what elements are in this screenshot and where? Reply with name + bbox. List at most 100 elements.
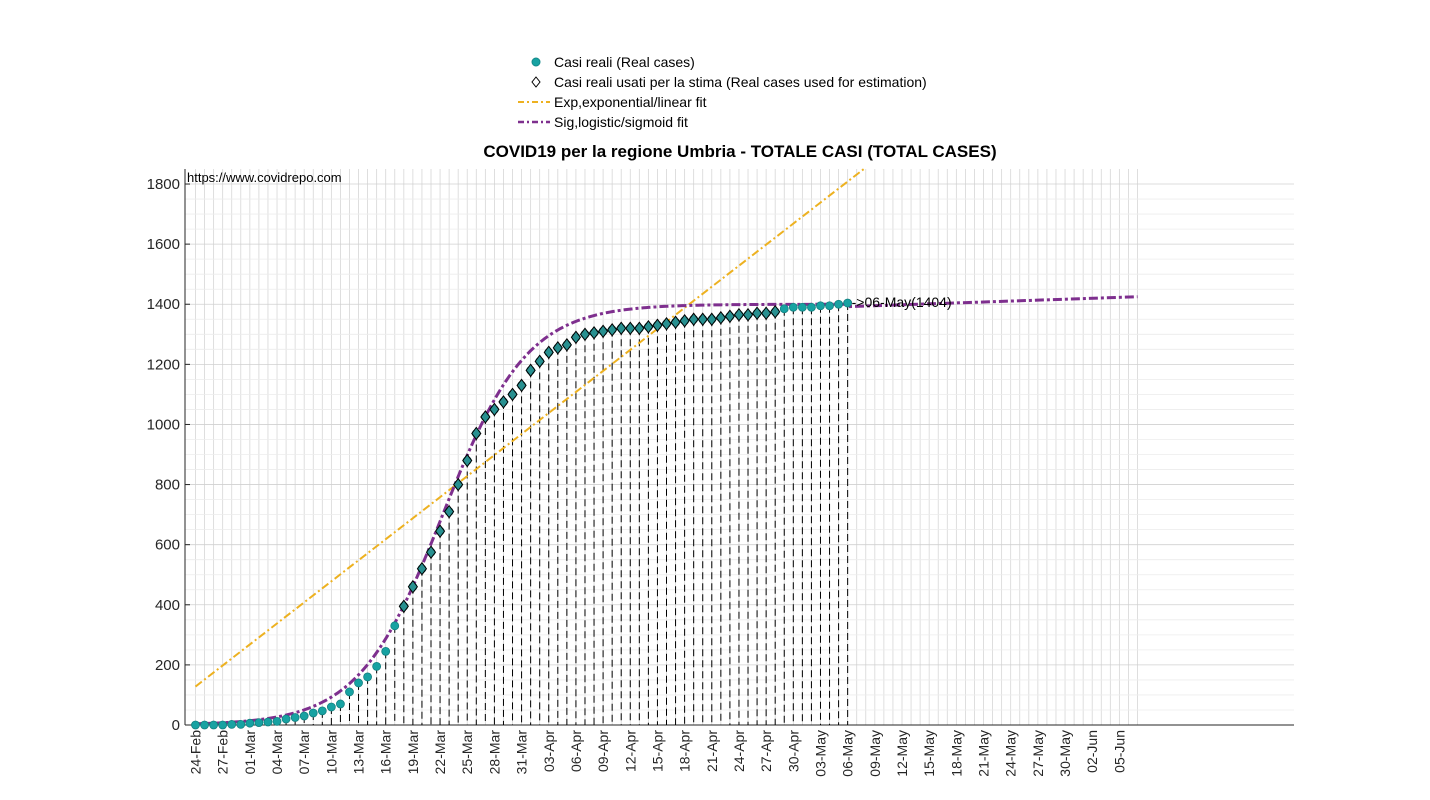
real-case-marker	[834, 299, 843, 309]
y-tick-label: 1400	[147, 296, 180, 313]
x-tick-label: 24-Feb	[188, 730, 204, 775]
real-case-marker	[345, 687, 354, 697]
legend-item: Casi reali usati per la stima (Real case…	[512, 72, 972, 92]
real-case-marker	[209, 720, 219, 730]
real-case-marker	[843, 298, 853, 308]
x-tick-label: 28-Mar	[486, 730, 502, 775]
estimation-diamond	[434, 524, 446, 538]
real-case-marker	[788, 302, 798, 312]
real-case-marker	[779, 304, 789, 314]
legend-line-sig	[512, 112, 552, 132]
data-markers	[191, 298, 853, 730]
x-tick-label: 03-Apr	[541, 730, 557, 772]
x-tick-label: 09-Apr	[595, 730, 611, 772]
estimation-diamond	[661, 316, 672, 331]
real-case-marker	[290, 713, 300, 722]
x-tick-label: 09-May	[867, 730, 883, 777]
x-tick-label: 16-Mar	[378, 730, 394, 775]
estimation-diamond	[579, 327, 591, 342]
grid	[185, 169, 1294, 726]
real-case-marker	[372, 661, 382, 671]
real-case-marker	[272, 716, 282, 726]
estimation-diamond	[498, 395, 509, 409]
estimation-diamond	[770, 304, 781, 319]
x-tick-label: 07-Mar	[296, 730, 312, 775]
y-tick-label: 800	[155, 477, 180, 494]
x-tick-label: 01-Mar	[242, 730, 258, 775]
x-tick-label: 18-May	[948, 730, 964, 777]
legend-item: Sig,logistic/sigmoid fit	[512, 112, 972, 132]
real-case-marker	[236, 719, 246, 729]
estimation-diamond	[588, 325, 600, 340]
estimation-diamond	[679, 313, 690, 328]
real-case-marker	[326, 702, 336, 712]
real-case-marker	[816, 301, 825, 311]
real-case-marker	[390, 621, 400, 631]
legend-label: Sig,logistic/sigmoid fit	[554, 114, 688, 130]
estimation-diamond	[416, 561, 428, 576]
estimation-diamond	[561, 337, 572, 352]
legend-line-exp	[512, 92, 552, 112]
x-tick-label: 24-May	[1003, 730, 1019, 777]
x-tick-label: 19-Mar	[405, 730, 421, 775]
x-tick-label: 27-Apr	[758, 730, 774, 772]
x-tick-label: 06-Apr	[568, 730, 584, 772]
real-case-marker	[218, 720, 228, 730]
axes	[184, 169, 1294, 726]
legend-label: Exp,exponential/linear fit	[554, 94, 707, 110]
x-tick-label: 21-May	[976, 730, 992, 777]
legend-item: Exp,exponential/linear fit	[512, 92, 972, 112]
x-tick-label: 12-May	[894, 730, 910, 777]
source-link: https://www.covidrepo.com	[187, 170, 342, 185]
estimation-diamond	[652, 318, 663, 333]
estimation-diamond	[733, 307, 745, 322]
x-tick-label: 13-Mar	[351, 730, 367, 775]
x-tick-label: 31-Mar	[514, 730, 530, 775]
x-tick-label: 24-Apr	[731, 730, 747, 772]
x-tick-label: 10-Mar	[323, 730, 339, 775]
real-case-marker	[381, 646, 391, 656]
estimation-diamond	[751, 306, 763, 321]
real-case-marker	[317, 706, 327, 716]
estimation-diamond	[625, 321, 636, 336]
legend-label: Casi reali usati per la stima (Real case…	[554, 74, 927, 90]
x-tick-label: 12-Apr	[622, 730, 638, 772]
estimation-diamond	[516, 378, 527, 393]
x-tick-label: 18-Apr	[677, 730, 693, 772]
y-tick-label: 0	[172, 717, 180, 734]
estimation-diamond	[724, 309, 736, 324]
x-tick-label: 03-May	[812, 730, 828, 777]
tick-labels: 0 200 400 600 800 1000 1200 1400 1600 1800 24-Feb 2…	[147, 176, 1128, 777]
estimation-diamond	[543, 345, 554, 360]
real-case-marker	[281, 714, 291, 724]
real-case-marker	[825, 301, 834, 311]
x-tick-label: 15-Apr	[649, 730, 665, 772]
real-case-marker	[308, 708, 318, 718]
x-tick-label: 22-Mar	[432, 730, 448, 775]
estimation-diamond	[425, 545, 437, 560]
y-tick-label: 1200	[147, 356, 180, 373]
estimation-diamond	[643, 319, 654, 334]
sigmoid-fit-line	[195, 295, 1138, 726]
estimation-diamond	[453, 477, 464, 492]
estimation-diamond	[525, 363, 536, 378]
estimation-diamond	[670, 315, 681, 330]
estimation-diamond	[697, 312, 708, 327]
real-case-marker	[807, 302, 816, 312]
real-case-marker	[336, 699, 345, 709]
estimation-diamond	[616, 321, 627, 336]
estimation-diamond	[443, 504, 455, 519]
estimation-diamond	[634, 321, 645, 336]
real-case-marker	[363, 672, 372, 682]
estimation-diamond	[471, 426, 482, 441]
x-tick-label: 21-Apr	[704, 730, 720, 772]
y-tick-label: 400	[155, 597, 180, 614]
fit-lines	[194, 166, 1138, 726]
real-case-marker	[263, 717, 273, 727]
real-case-marker	[797, 302, 807, 312]
estimation-diamond	[489, 402, 500, 417]
x-tick-label: 05-Jun	[1111, 730, 1127, 773]
estimation-diamond	[715, 310, 726, 325]
